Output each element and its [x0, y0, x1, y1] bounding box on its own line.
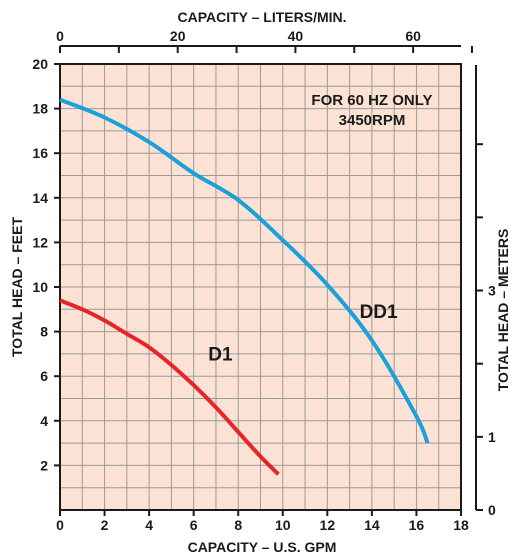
left-axis-tick-label: 2: [40, 457, 48, 473]
bottom-axis-tick-label: 8: [234, 517, 242, 533]
right-axis-title: TOTAL HEAD – METERS: [495, 229, 511, 392]
left-axis-title: TOTAL HEAD – FEET: [9, 217, 25, 357]
note-line-2: 3450RPM: [339, 112, 406, 129]
bottom-axis-tick-label: 2: [101, 517, 109, 533]
left-axis-tick-label: 18: [32, 101, 48, 117]
top-axis-title: CAPACITY – LITERS/MIN.: [177, 9, 346, 25]
left-axis-tick-label: 14: [32, 190, 48, 206]
grid-lines: [60, 64, 461, 510]
bottom-axis-tick-label: 6: [190, 517, 198, 533]
bottom-axis-tick-label: 12: [320, 517, 336, 533]
left-axis-tick-label: 16: [32, 145, 48, 161]
left-axis-tick-label: 4: [40, 413, 48, 429]
top-axis-tick-label: 0: [56, 28, 64, 44]
note-line-1: FOR 60 HZ ONLY: [311, 92, 432, 109]
bottom-axis-title: CAPACITY – U.S. GPM: [188, 539, 337, 555]
top-axis-tick-label: 40: [288, 28, 304, 44]
series-label-dd1: DD1: [360, 302, 398, 323]
bottom-axis-tick-label: 14: [364, 517, 380, 533]
bottom-axis-tick-label: 18: [453, 517, 469, 533]
left-axis-tick-label: 10: [32, 279, 48, 295]
right-axis-tick-label: 1: [488, 429, 496, 445]
bottom-axis-tick-label: 16: [409, 517, 425, 533]
series-line-d1: [59, 298, 280, 476]
bottom-axis-tick-label: 10: [275, 517, 291, 533]
bottom-axis-tick-label: 0: [56, 517, 64, 533]
top-axis-tick-label: 20: [170, 28, 186, 44]
right-axis-tick-label: 0: [488, 502, 496, 518]
left-axis-tick-label: 12: [32, 234, 48, 250]
bottom-axis-tick-label: 4: [145, 517, 153, 533]
series-line-dd1: [59, 97, 430, 444]
series-label-d1: D1: [208, 345, 233, 366]
left-axis-tick-label: 6: [40, 368, 48, 384]
axis-ticks: [54, 46, 483, 516]
left-axis-tick-label: 8: [40, 324, 48, 340]
left-axis-tick-label: 20: [32, 56, 48, 72]
right-axis-tick-label: 3: [488, 283, 496, 299]
top-axis-tick-label: 60: [405, 28, 421, 44]
series-layer: [59, 97, 430, 476]
